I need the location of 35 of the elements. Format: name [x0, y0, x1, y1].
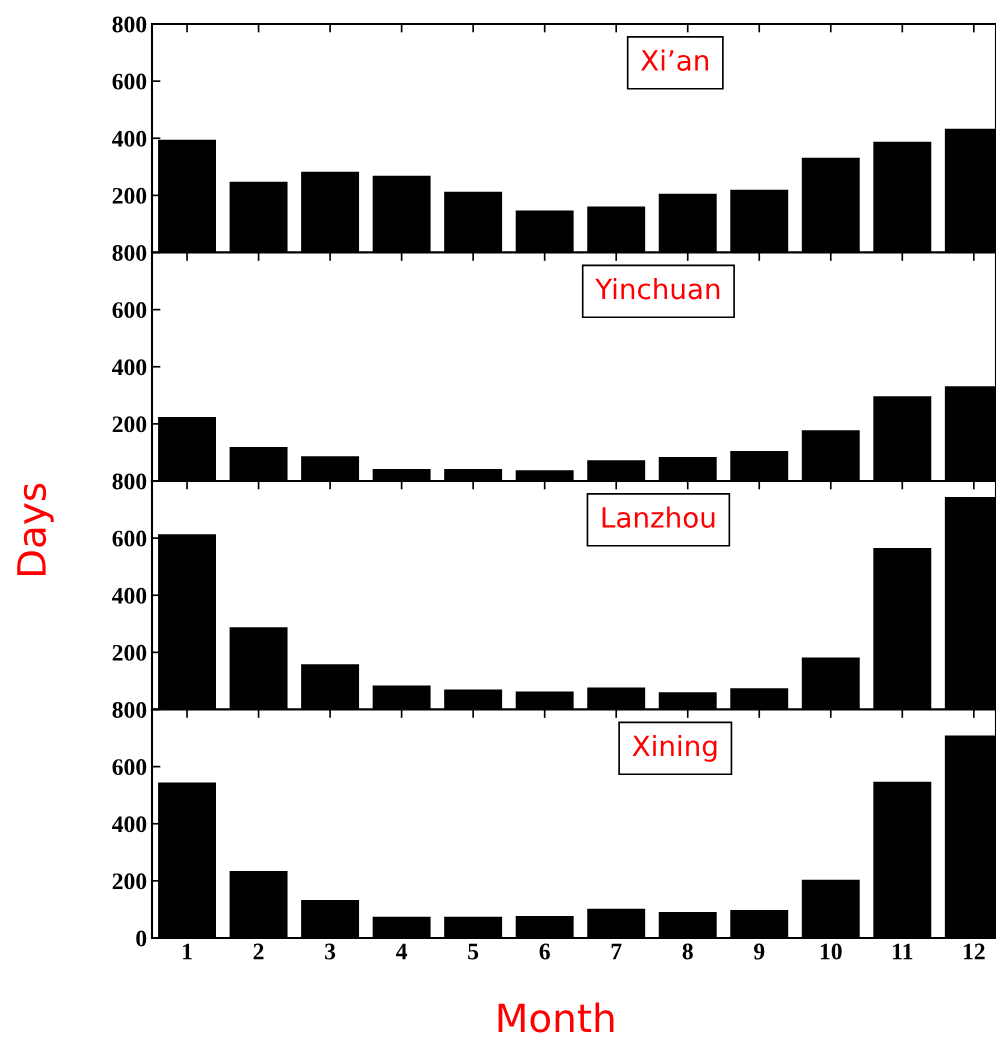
x-tick-label: 12: [963, 943, 985, 960]
x-tick-label: 1: [183, 943, 192, 960]
y-tick-label: 400: [112, 130, 147, 147]
y-tick-label: 200: [112, 187, 147, 204]
x-tick-label: 7: [611, 943, 622, 960]
x-tick-label: 2: [253, 943, 264, 960]
text: Lanzhou: [602, 506, 715, 528]
x-tick-label: 11: [893, 943, 913, 960]
x-tick-label: 4: [396, 943, 408, 960]
x-tick-label: 8: [682, 943, 693, 960]
y-tick-label: 200: [112, 416, 147, 433]
y-tick-label: 200: [112, 644, 147, 661]
y-tick-label: 800: [112, 473, 147, 490]
text: Yinchuan: [595, 277, 720, 300]
x-tick-label: 6: [539, 943, 550, 960]
x-tick-label: 5: [468, 943, 479, 960]
y-tick-label: 400: [112, 359, 147, 376]
text: Xi’an: [641, 49, 709, 71]
y-tick-label: 400: [112, 816, 147, 833]
y-tick-label: 800: [112, 244, 147, 261]
y-tick-label: 0: [136, 930, 147, 947]
y-tick-label: 400: [112, 587, 147, 604]
text: Xining: [632, 734, 717, 762]
x-tick-label: 3: [325, 943, 336, 960]
y-tick-label: 600: [112, 759, 147, 776]
y-tick-label: 600: [112, 302, 147, 319]
y-tick-label: 800: [112, 701, 147, 718]
y-tick-label: 600: [112, 73, 147, 90]
y-tick-label: 800: [112, 16, 147, 33]
y-axis-title: Days: [17, 483, 54, 576]
x-tick-label: 10: [820, 943, 842, 960]
x-axis-title: Month: [498, 1002, 614, 1033]
x-tick-label: 9: [753, 943, 765, 960]
y-tick-label: 600: [112, 530, 147, 547]
y-tick-label: 200: [112, 873, 147, 890]
